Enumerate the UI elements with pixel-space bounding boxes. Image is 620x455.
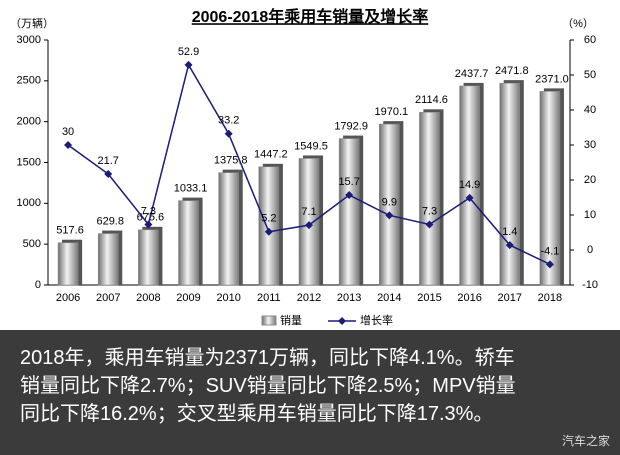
chart-title: 2006-2018年乘用车销量及增长率 [192,7,429,26]
legend-label: 增长率 [360,313,393,327]
bar-value-label: 2437.7 [455,68,489,80]
bar [138,229,159,286]
caption: 2018年，乘用车销量为2371万辆，同比下降4.1%。轿车 销量同比下降2.7%… [0,330,620,455]
line-value-label: 9.9 [382,196,397,208]
bar-value-label: 2371.0 [535,73,569,85]
line-value-label: 30 [62,126,74,138]
line-marker [264,227,273,236]
y2-tick-label: 60 [584,34,596,46]
bar-value-label: 1970.1 [374,106,408,118]
x-tick-label: 2007 [96,292,120,304]
bar [97,233,119,286]
y-tick-label: 500 [23,238,41,250]
bar [57,242,79,286]
line-value-label: 15.7 [338,176,359,188]
legend-swatch [261,315,277,326]
y-tick-label: 0 [35,279,41,291]
line-value-label: 7.3 [141,205,156,217]
line-marker [385,211,394,220]
x-tick-label: 2014 [377,292,401,304]
y2-tick-label: 30 [584,139,596,151]
line-value-label: 52.9 [178,46,199,58]
bar-value-label: 1033.1 [174,183,208,195]
bar-value-label: 1447.2 [254,149,288,161]
y-tick-label: 2500 [17,75,41,87]
line-value-label: 5.2 [261,213,276,225]
line-marker [104,170,113,179]
y2-tick-label: 0 [587,244,593,256]
y2-tick-label: 50 [584,69,596,81]
line-value-label: 7.1 [301,206,316,218]
x-tick-label: 2008 [136,292,160,304]
x-tick-label: 2013 [337,292,361,304]
line-value-label: -4.1 [540,245,559,257]
x-tick-label: 2017 [498,292,522,304]
line-marker [64,141,73,149]
x-tick-label: 2016 [457,292,481,304]
line-marker [305,221,313,230]
y2-unit: （%） [562,17,594,30]
bar [338,138,360,286]
line-value-label: 14.9 [459,179,480,191]
x-tick-label: 2009 [176,292,200,304]
bar [419,112,440,286]
bar-value-label: 1375.8 [214,155,248,167]
line-marker [505,241,514,250]
caption-line: 2018年，乘用车销量为2371万辆，同比下降4.1%。轿车 [20,347,515,369]
line-marker [144,220,153,229]
line-marker [184,60,193,69]
line-value-label: 21.7 [98,155,119,167]
line-marker [345,191,354,200]
y2-tick-label: 40 [584,104,596,116]
line-value-label: 33.2 [218,115,239,127]
caption-line: 销量同比下降2.7%；SUV销量同比下降2.5%；MPV销量 [20,375,516,397]
x-tick-label: 2006 [56,292,80,304]
bar [499,82,521,286]
y2-tick-label: 10 [584,209,596,221]
bar [379,123,400,286]
y-unit: （万辆） [10,16,54,30]
bar [218,172,239,286]
bar-value-label: 517.6 [56,225,84,237]
bar-value-label: 1549.5 [294,140,328,152]
bar [459,85,480,286]
x-tick-label: 2011 [257,292,281,304]
y-tick-label: 1500 [17,156,41,168]
y-tick-label: 2000 [17,116,41,128]
bar-value-label: 1792.9 [334,120,368,132]
x-tick-label: 2018 [538,292,562,304]
line-marker [224,129,233,138]
bar-value-label: 2471.8 [495,65,529,77]
x-tick-label: 2012 [297,292,321,304]
caption-line: 同比下降16.2%；交叉型乘用车销量同比下降17.3%。 [20,403,494,425]
y2-tick-label: -10 [582,279,598,291]
bar [178,200,199,286]
legend-label: 销量 [280,313,302,327]
chart: 2006-2018年乘用车销量及增长率 （万辆） （%） 05001000150… [10,7,598,327]
line-marker [425,220,434,229]
bar [539,91,561,286]
line-value-label: 7.3 [422,205,437,217]
x-tick-label: 2015 [417,292,441,304]
legend-swatch [338,317,346,325]
y2-tick-label: 20 [584,174,596,186]
line-marker [465,193,474,202]
x-tick-label: 2010 [216,292,240,304]
line-marker [545,260,554,269]
y-tick-label: 3000 [17,34,41,46]
bar [258,166,280,286]
bar-value-label: 2114.6 [415,94,448,106]
line-value-label: 1.4 [502,226,517,238]
watermark: 汽车之家 [561,434,610,448]
y-tick-label: 1000 [17,197,41,209]
bar-value-label: 629.8 [96,215,124,227]
